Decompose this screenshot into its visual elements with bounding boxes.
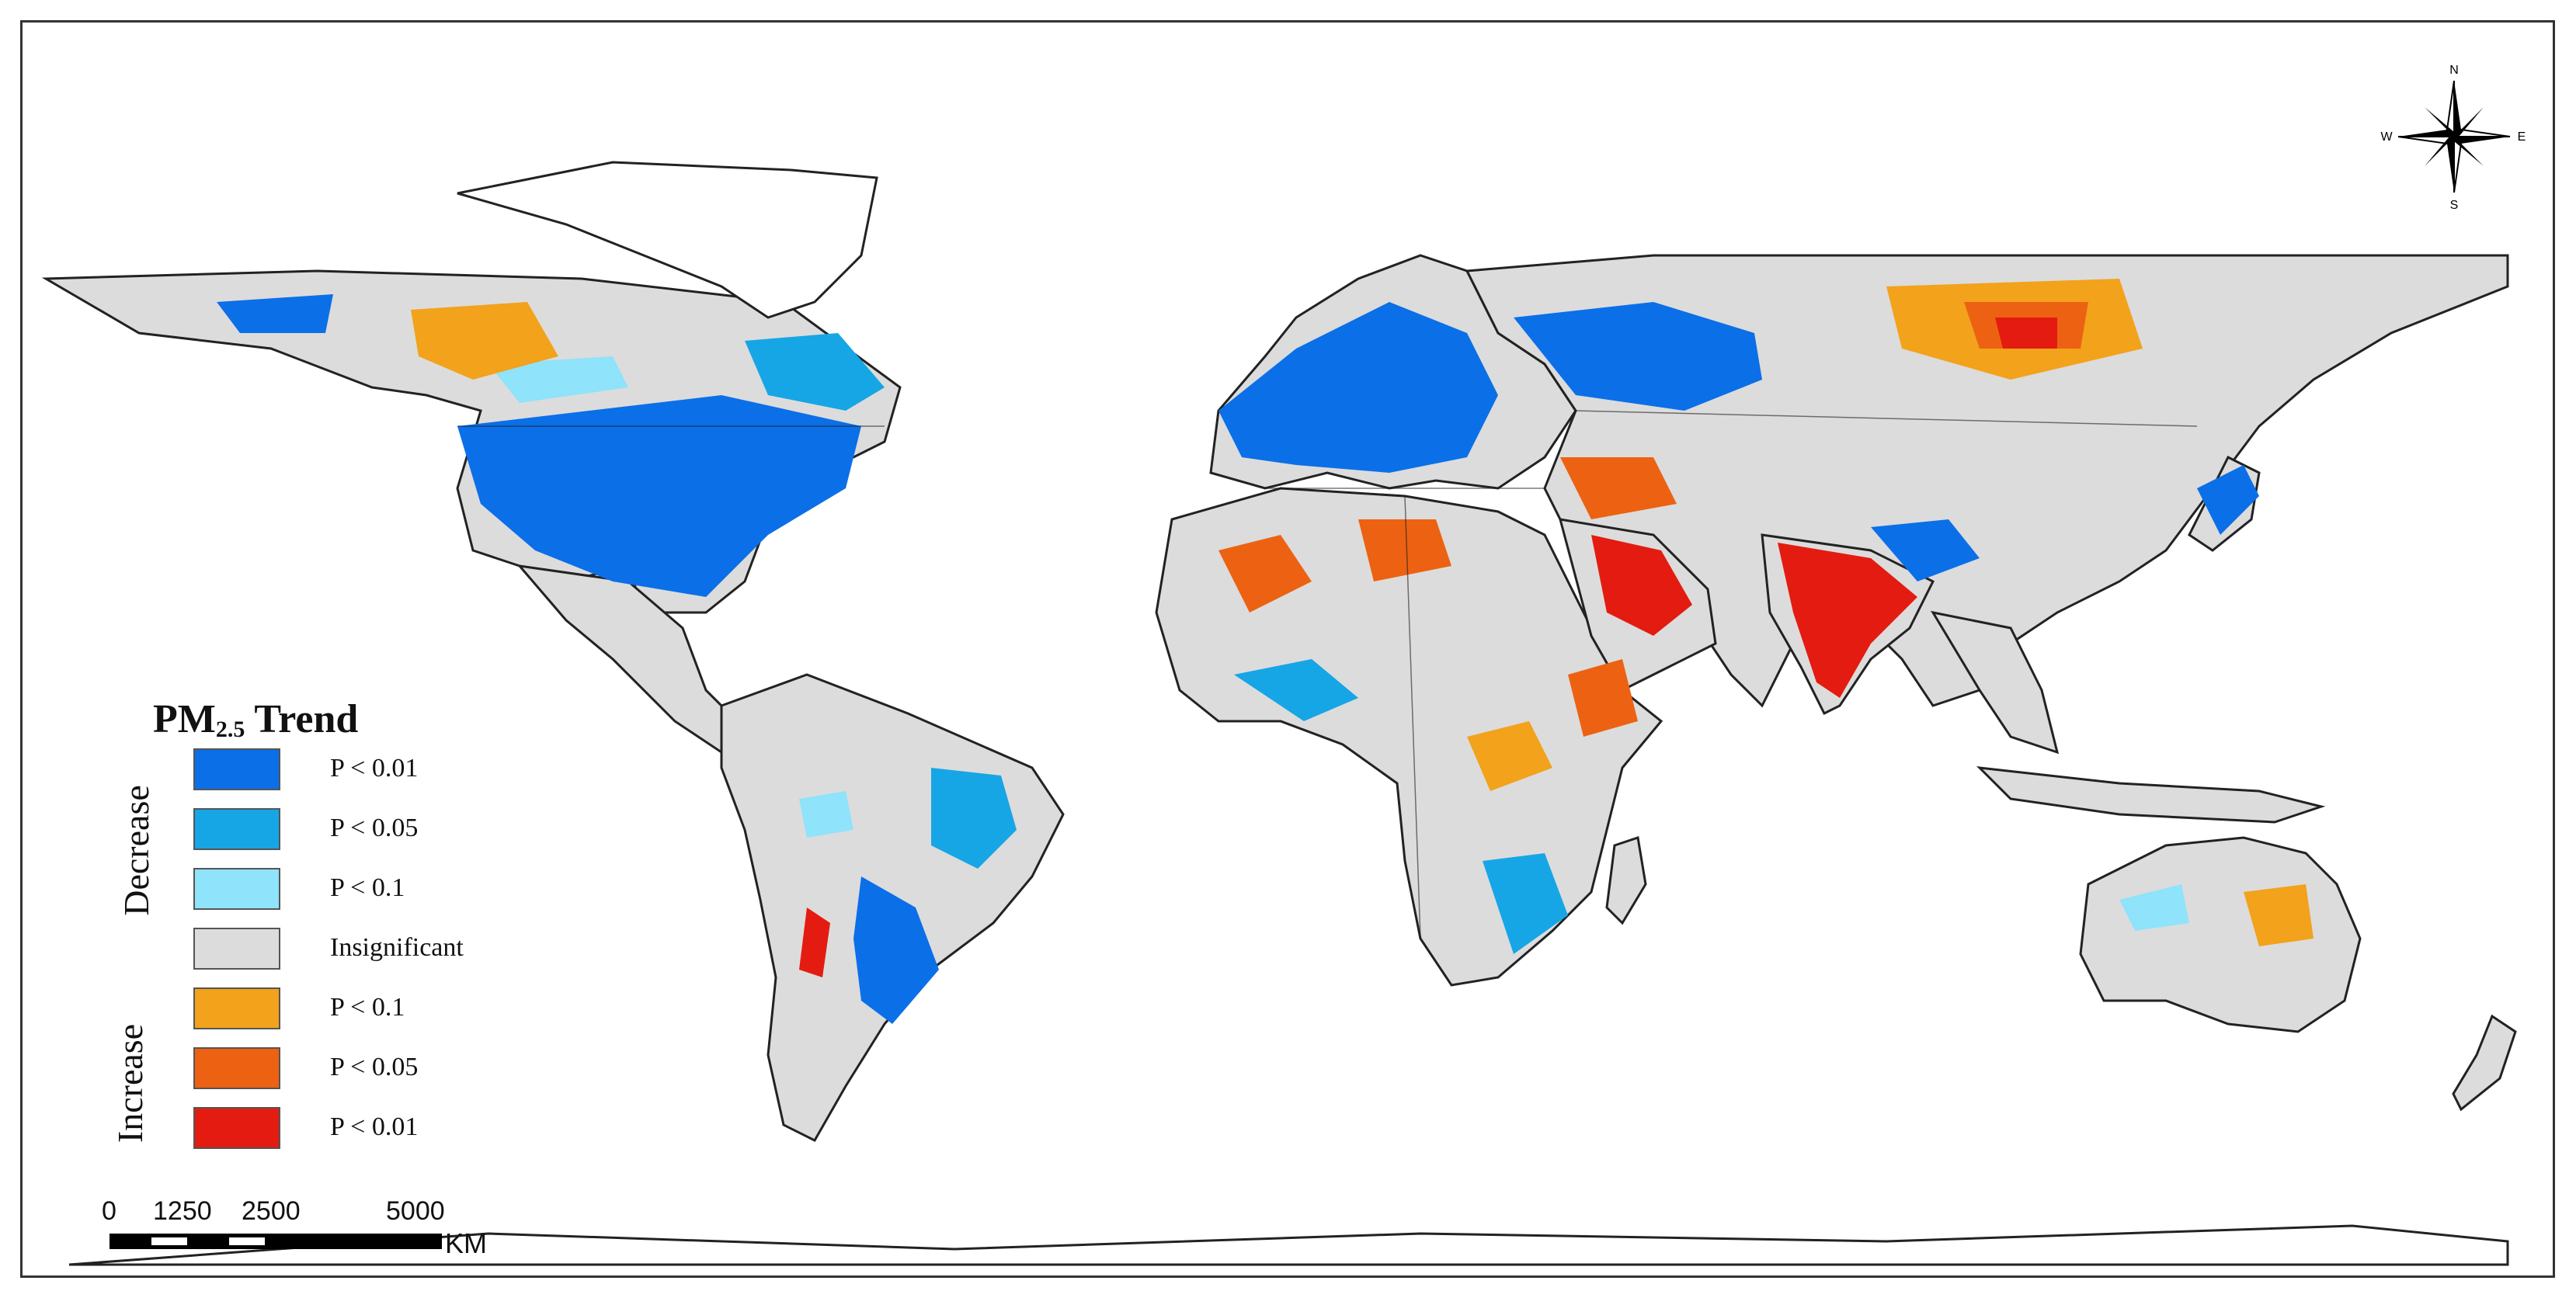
legend-title: PM2.5 Trend [153,696,358,743]
scalebar-tick-0: 0 [102,1196,116,1226]
scalebar-tick-5000: 5000 [386,1196,445,1226]
legend-label-decrease-p01: P < 0.1 [330,873,405,902]
trend-increase-p005 [1218,302,2088,737]
legend-swatch-insignificant [193,928,280,970]
country-borders [457,410,2198,939]
trend-increase-p001 [799,318,2057,977]
legend-swatch-decrease-p001 [193,748,280,790]
legend-label-insignificant: Insignificant [330,933,464,962]
madagascar [1605,836,1647,925]
legend-title-sub: 2.5 [215,717,245,742]
compass-s: S [2450,199,2459,210]
antarctica [68,1224,2509,1266]
legend-group-decrease: Decrease [116,785,156,916]
indonesia [1976,766,2326,824]
australia [2079,836,2362,1033]
legend-title-main: PM [153,697,216,741]
trend-decrease-p001 [217,294,2259,1024]
compass-e: E [2518,130,2526,144]
greenland [457,161,878,319]
compass-w: W [2380,130,2393,144]
scalebar [110,1234,442,1249]
map-frame: PM2.5 Trend Decrease Increase P < 0.01 P… [20,20,2555,1278]
north-arrow-icon: N S E W [2380,64,2526,210]
legend-swatch-increase-p01 [193,987,280,1029]
scalebar-tick-2500: 2500 [242,1196,301,1226]
legend-swatch-increase-p001 [193,1107,280,1149]
legend-swatch-decrease-p01 [193,868,280,910]
legend-group-increase: Increase [110,1023,151,1144]
legend-label-decrease-p005: P < 0.05 [330,814,419,842]
new-zealand [2452,1014,2517,1112]
scalebar-unit: KM [445,1227,487,1259]
legend-label-increase-p005: P < 0.05 [330,1053,419,1081]
legend-swatch-decrease-p005 [193,808,280,850]
legend-label-increase-p01: P < 0.1 [330,993,405,1022]
scalebar-tick-1250: 1250 [153,1196,212,1226]
compass-n: N [2449,64,2459,77]
southeast-asia [1930,610,2060,755]
trend-decrease-p005 [745,333,1568,954]
world-map [41,161,2517,1266]
trend-decrease-p01 [488,356,2189,931]
legend-swatch-increase-p005 [193,1047,280,1089]
legend-title-suffix: Trend [245,697,359,741]
legend-label-increase-p001: P < 0.01 [330,1112,419,1141]
legend-label-decrease-p001: P < 0.01 [330,754,419,783]
